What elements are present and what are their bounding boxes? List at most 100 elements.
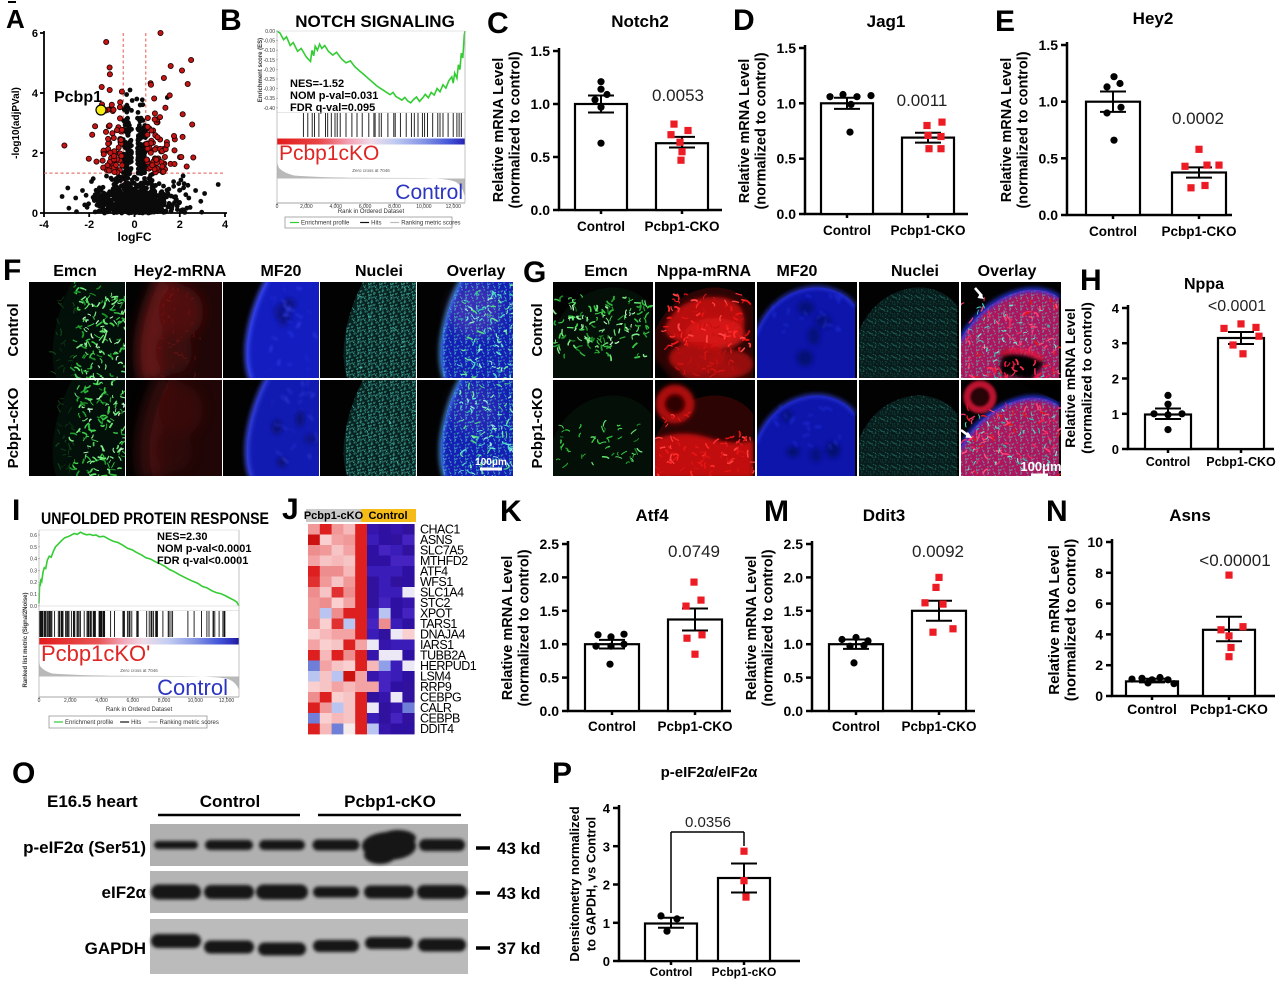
- svg-text:1.5: 1.5: [540, 603, 560, 619]
- svg-text:Control: Control: [157, 675, 228, 700]
- svg-text:8,000: 8,000: [388, 204, 401, 210]
- svg-text:Overlay: Overlay: [978, 263, 1037, 280]
- svg-text:0.0: 0.0: [1039, 207, 1059, 223]
- svg-text:UNFOLDED PROTEIN RESPONSE: UNFOLDED PROTEIN RESPONSE: [41, 509, 269, 528]
- svg-text:CEBPG: CEBPG: [420, 691, 461, 705]
- svg-text:NES=-1.52: NES=-1.52: [290, 78, 344, 90]
- svg-text:<0.00001: <0.00001: [1199, 551, 1270, 570]
- svg-text:1.5: 1.5: [531, 43, 551, 59]
- svg-text:43 kd: 43 kd: [497, 839, 540, 858]
- svg-text:0: 0: [276, 204, 279, 210]
- svg-text:12,000: 12,000: [446, 204, 462, 210]
- svg-text:P: P: [552, 757, 572, 790]
- svg-text:Relative mRNA Level: Relative mRNA Level: [737, 59, 753, 204]
- svg-text:TARS1: TARS1: [420, 617, 457, 631]
- svg-text:Pcbp1-CKO: Pcbp1-CKO: [657, 719, 732, 734]
- svg-text:2: 2: [1112, 372, 1119, 387]
- svg-text:0.3: 0.3: [30, 568, 37, 574]
- svg-text:(normalized to control): (normalized to control): [508, 51, 524, 208]
- svg-text:6,000: 6,000: [126, 698, 139, 704]
- svg-text:Overlay: Overlay: [447, 263, 506, 280]
- svg-text:100μm: 100μm: [1020, 459, 1061, 474]
- svg-text:E: E: [995, 5, 1015, 38]
- svg-text:to GAPDH, vs Control: to GAPDH, vs Control: [584, 817, 599, 951]
- svg-text:-0.05: -0.05: [264, 39, 276, 45]
- svg-text:100μm: 100μm: [475, 457, 507, 468]
- svg-text:A: A: [6, 4, 25, 34]
- svg-text:Pcbp1-cKO: Pcbp1-cKO: [712, 965, 777, 979]
- svg-text:Control: Control: [1127, 701, 1177, 717]
- svg-text:Ranked list metric (Signal2Noi: Ranked list metric (Signal2Noise): [23, 592, 29, 687]
- svg-text:Control: Control: [650, 965, 693, 979]
- svg-text:-2: -2: [84, 219, 94, 231]
- svg-text:Control: Control: [200, 792, 260, 811]
- svg-text:WFS1: WFS1: [420, 575, 453, 589]
- svg-text:Densitometry normalized: Densitometry normalized: [567, 806, 582, 961]
- svg-text:O: O: [12, 757, 35, 790]
- svg-text:(normalized to control): (normalized to control): [754, 52, 770, 209]
- svg-text:0.0092: 0.0092: [912, 542, 964, 561]
- svg-text:6: 6: [32, 28, 38, 40]
- svg-text:0.2: 0.2: [30, 580, 37, 586]
- svg-text:Control: Control: [529, 303, 546, 356]
- svg-text:2.5: 2.5: [540, 536, 560, 552]
- svg-text:ATF4: ATF4: [420, 565, 448, 579]
- svg-text:2.5: 2.5: [784, 536, 804, 552]
- svg-text:FDR q-val=0.095: FDR q-val=0.095: [290, 102, 375, 114]
- svg-text:6: 6: [1095, 596, 1103, 612]
- svg-text:Atf4: Atf4: [635, 506, 669, 525]
- svg-text:0.0: 0.0: [777, 206, 797, 222]
- svg-text:-0.40: -0.40: [264, 106, 276, 112]
- svg-text:0.0: 0.0: [531, 202, 551, 218]
- svg-text:Pcbp1-CKO: Pcbp1-CKO: [1190, 701, 1268, 717]
- svg-text:(normalized to control): (normalized to control): [761, 549, 777, 706]
- svg-text:0.4: 0.4: [30, 557, 37, 563]
- svg-text:10,000: 10,000: [416, 204, 432, 210]
- svg-text:0: 0: [1112, 442, 1119, 457]
- svg-text:4: 4: [32, 88, 39, 100]
- svg-text:Pcbp1-cKO: Pcbp1-cKO: [529, 387, 546, 468]
- svg-text:2: 2: [1095, 657, 1103, 673]
- svg-text:Asns: Asns: [1169, 506, 1211, 525]
- svg-text:(normalized to control): (normalized to control): [1063, 539, 1080, 702]
- svg-text:logFC: logFC: [118, 230, 152, 244]
- svg-text:0.5: 0.5: [30, 545, 37, 551]
- svg-text:4: 4: [1095, 626, 1103, 642]
- svg-text:XPOT: XPOT: [420, 607, 453, 621]
- svg-text:37 kd: 37 kd: [497, 939, 540, 958]
- svg-text:4,000: 4,000: [95, 698, 108, 704]
- svg-text:3: 3: [1112, 336, 1119, 351]
- svg-text:Ranking metric scores: Ranking metric scores: [160, 720, 219, 726]
- svg-text:MTHFD2: MTHFD2: [420, 554, 468, 568]
- svg-text:H: H: [1080, 264, 1102, 297]
- svg-text:0.00: 0.00: [265, 29, 275, 35]
- svg-text:CALR: CALR: [420, 701, 452, 715]
- svg-text:2: 2: [32, 148, 38, 160]
- svg-text:CEBPB: CEBPB: [420, 712, 460, 726]
- svg-text:Pcbp1-cKO: Pcbp1-cKO: [344, 792, 436, 811]
- svg-text:2: 2: [603, 878, 610, 893]
- svg-text:1.0: 1.0: [1039, 94, 1059, 110]
- svg-text:0.0053: 0.0053: [652, 86, 704, 105]
- svg-text:Rank in Ordered Dataset: Rank in Ordered Dataset: [338, 209, 405, 215]
- svg-text:Jag1: Jag1: [867, 12, 906, 31]
- svg-text:0: 0: [131, 219, 137, 231]
- svg-text:C: C: [487, 7, 509, 40]
- svg-text:2,000: 2,000: [64, 698, 77, 704]
- svg-text:IARS1: IARS1: [420, 638, 454, 652]
- svg-text:-0.25: -0.25: [264, 77, 276, 83]
- svg-text:M: M: [764, 495, 789, 528]
- svg-text:Enrichment profile: Enrichment profile: [65, 720, 114, 726]
- svg-text:2.0: 2.0: [540, 569, 560, 585]
- svg-text:Nuclei: Nuclei: [891, 263, 939, 280]
- svg-text:SLC1A4: SLC1A4: [420, 586, 464, 600]
- svg-text:NOM p-val<0.0001: NOM p-val<0.0001: [157, 543, 251, 555]
- svg-text:2: 2: [177, 219, 183, 231]
- svg-text:MF20: MF20: [261, 263, 302, 280]
- svg-text:Nppa-mRNA: Nppa-mRNA: [657, 263, 752, 280]
- svg-text:1: 1: [603, 916, 610, 931]
- svg-text:Pcbp1: Pcbp1: [54, 89, 102, 106]
- svg-text:Relative mRNA Level: Relative mRNA Level: [1046, 545, 1063, 695]
- svg-text:0.0: 0.0: [540, 703, 560, 719]
- svg-text:eIF2α: eIF2α: [102, 883, 147, 902]
